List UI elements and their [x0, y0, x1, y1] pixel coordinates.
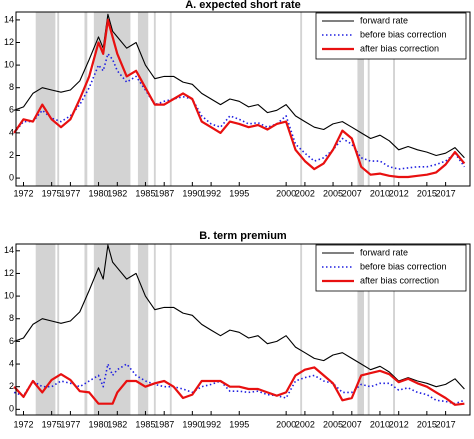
- chart-title: B. term premium: [199, 230, 287, 242]
- x-tick-label: 2000: [276, 188, 296, 198]
- x-tick-label: 2012: [389, 188, 409, 198]
- y-tick-label: 8: [9, 82, 14, 92]
- shaded-period: [35, 12, 56, 186]
- y-tick-label: 2: [9, 381, 14, 391]
- shaded-period: [57, 244, 60, 415]
- x-tick-label: 2002: [295, 188, 315, 198]
- x-tick-label: 1987: [154, 188, 174, 198]
- series-line: [13, 366, 465, 406]
- x-tick-label: 2015: [417, 419, 437, 429]
- shaded-period: [137, 12, 149, 186]
- x-tick-label: 2010: [370, 188, 390, 198]
- y-tick-label: 8: [9, 313, 14, 323]
- series-line: [13, 13, 465, 159]
- y-tick-label: 12: [4, 268, 14, 278]
- legend-label: after bias correction: [360, 43, 439, 53]
- x-tick-label: 1995: [229, 188, 249, 198]
- x-tick-label: 2010: [370, 419, 390, 429]
- x-tick-label: 1972: [13, 419, 33, 429]
- shaded-period: [300, 12, 303, 186]
- y-tick-label: 4: [9, 127, 14, 137]
- series-line: [13, 244, 465, 390]
- shaded-period: [169, 12, 172, 186]
- series-line: [13, 53, 466, 170]
- x-tick-label: 2005: [323, 419, 343, 429]
- y-tick-label: 12: [4, 37, 14, 47]
- shaded-period: [153, 244, 156, 415]
- x-tick-label: 2015: [417, 188, 437, 198]
- series-line: [13, 18, 466, 179]
- x-tick-label: 2007: [342, 419, 362, 429]
- x-tick-label: 1977: [60, 419, 80, 429]
- x-tick-label: 1995: [229, 419, 249, 429]
- x-tick-label: 1975: [42, 419, 62, 429]
- legend-label: after bias correction: [360, 275, 439, 285]
- shaded-period: [393, 244, 395, 415]
- x-tick-label: 1982: [107, 188, 127, 198]
- x-tick-label: 1992: [201, 419, 221, 429]
- shaded-period: [153, 12, 156, 186]
- x-tick-label: 1987: [154, 419, 174, 429]
- y-tick-label: 10: [4, 290, 14, 300]
- shaded-period: [367, 12, 370, 186]
- series-line: [13, 363, 465, 405]
- x-tick-label: 1985: [135, 419, 155, 429]
- x-tick-label: 2000: [276, 419, 296, 429]
- x-tick-label: 1982: [107, 419, 127, 429]
- shaded-period: [300, 244, 303, 415]
- shaded-period: [357, 12, 365, 186]
- legend-label: before bias correction: [360, 261, 447, 271]
- x-tick-label: 2012: [389, 419, 409, 429]
- y-tick-label: 4: [9, 358, 14, 368]
- shaded-period: [169, 244, 172, 415]
- y-tick-label: 10: [4, 59, 14, 69]
- y-tick-label: 6: [9, 105, 14, 115]
- x-tick-label: 1992: [201, 188, 221, 198]
- x-tick-label: 2017: [436, 188, 456, 198]
- plot-frame: [15, 243, 471, 416]
- y-tick-label: 0: [9, 172, 14, 182]
- shaded-period: [137, 244, 149, 415]
- plot-frame: [15, 11, 471, 187]
- x-tick-label: 2007: [342, 188, 362, 198]
- x-tick-label: 1990: [182, 419, 202, 429]
- y-tick-label: 14: [4, 245, 14, 255]
- legend-label: before bias correction: [360, 29, 447, 39]
- x-tick-label: 1990: [182, 188, 202, 198]
- shaded-period: [393, 12, 395, 186]
- legend-label: forward rate: [360, 15, 408, 25]
- x-tick-label: 2002: [295, 419, 315, 429]
- x-tick-label: 2005: [323, 188, 343, 198]
- x-tick-label: 1977: [60, 188, 80, 198]
- x-tick-label: 1972: [13, 188, 33, 198]
- x-tick-label: 1975: [42, 188, 62, 198]
- y-tick-label: 2: [9, 150, 14, 160]
- x-tick-label: 1985: [135, 188, 155, 198]
- shaded-period: [357, 244, 365, 415]
- shaded-period: [35, 244, 56, 415]
- x-tick-label: 2017: [436, 419, 456, 429]
- legend-box: [315, 12, 467, 60]
- shaded-period: [367, 244, 370, 415]
- shaded-period: [84, 12, 88, 186]
- chart-title: A. expected short rate: [185, 0, 301, 11]
- legend-label: forward rate: [360, 247, 408, 257]
- x-tick-label: 1980: [89, 188, 109, 198]
- y-tick-label: 0: [9, 404, 14, 414]
- shaded-period: [57, 12, 60, 186]
- y-tick-label: 6: [9, 336, 14, 346]
- shaded-period: [84, 244, 88, 415]
- x-tick-label: 1980: [89, 419, 109, 429]
- y-tick-label: 14: [4, 14, 14, 24]
